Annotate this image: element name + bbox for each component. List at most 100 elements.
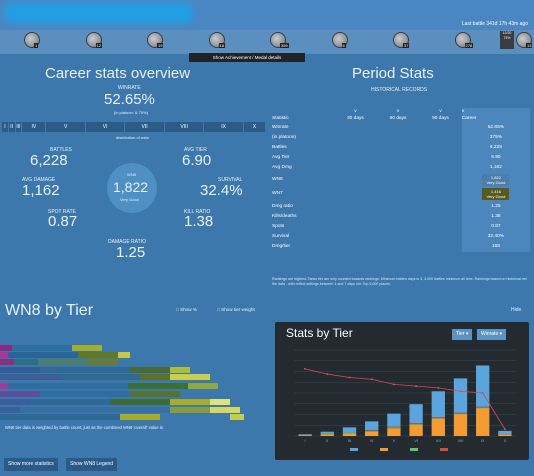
- metric-dropdown-label: Winrate: [481, 331, 499, 337]
- last-battle-text: Last battle 341d 17h 43m ago: [461, 21, 528, 27]
- hide-link[interactable]: Hide: [511, 307, 522, 313]
- x-tick-label: I: [305, 438, 306, 443]
- medal-progress-badge[interactable]: 12/20 73%: [500, 31, 514, 49]
- tier-cell-V[interactable]: V: [46, 122, 86, 132]
- x-tick-label: IX: [481, 438, 485, 443]
- tier-dropdown-label: Tier: [456, 331, 465, 337]
- tier-cell-IV[interactable]: IV: [22, 122, 47, 132]
- period-header-row: Statistic 30 days 60 days 90 days Career: [272, 115, 530, 122]
- bar-segment-series-1: [431, 418, 445, 436]
- period-row-career: 6,228: [461, 142, 530, 153]
- winrate-platoon: (in platoon: & 75%): [114, 110, 149, 115]
- tier-cell-VII[interactable]: VII: [125, 122, 165, 132]
- period-row: (in platoon) 375%: [272, 132, 530, 143]
- col-90days[interactable]: 90 days: [432, 116, 449, 121]
- wn8-tier-segment: [8, 383, 128, 389]
- show-wn8-legend-button[interactable]: Show WN8 Legend: [66, 458, 118, 471]
- survival-label: SURVIVAL: [218, 177, 243, 183]
- career-title: Career stats overview: [45, 65, 191, 82]
- wn8-tier-segment: [188, 383, 218, 389]
- damage-ratio-value: 1.25: [116, 244, 146, 261]
- x-tick-label: IV: [370, 438, 374, 443]
- wn8-tier-segment: [118, 352, 130, 358]
- period-row: Winrate 52.65%: [272, 122, 530, 133]
- tier-cell-X[interactable]: X: [244, 122, 266, 132]
- winrate-point: [459, 390, 462, 393]
- bar-segment-series-1: [342, 433, 357, 436]
- col-60days[interactable]: 60 days: [389, 116, 407, 121]
- period-row-label: WN7: [272, 191, 283, 197]
- tier-dropdown-button[interactable]: Tier ▾: [452, 329, 473, 340]
- tier-cell-VI[interactable]: VI: [86, 122, 126, 132]
- bar-segment-series-2: [476, 407, 490, 409]
- bar-segment-series-1: [320, 434, 334, 436]
- wn8-caption: WN8 tier data is weighted by battle coun…: [5, 425, 164, 430]
- col-statistic[interactable]: Statistic: [272, 116, 289, 121]
- period-subtitle: HISTORICAL RECORDS: [371, 87, 428, 93]
- wn8-label: WN8: [127, 172, 136, 177]
- legend-swatch: [380, 448, 388, 451]
- wn8-tier-segment: [0, 374, 60, 380]
- period-row-label: (in platoon): [272, 134, 296, 140]
- x-tick-label: II: [326, 438, 328, 443]
- bar-segment-series-0: [365, 421, 379, 430]
- wn8-tier-segment: [0, 414, 120, 420]
- wn8-tier-segment: [0, 391, 40, 397]
- col-30days[interactable]: 30 days: [347, 116, 364, 121]
- wn8-tier-segment: [12, 345, 72, 351]
- wn8-tier-segment: [0, 359, 14, 365]
- legend-swatch: [350, 448, 358, 451]
- tier-cell-III[interactable]: III: [16, 122, 23, 132]
- medal-strip[interactable]: 1 12 19 18 359 6 37 278 13 12/20 73%: [0, 30, 534, 54]
- wn8-tier-segment: [30, 399, 110, 405]
- stats-by-tier-chart: I II III IV V VI VII VIII IX X: [294, 349, 516, 451]
- period-row-label: Spots: [272, 223, 285, 229]
- period-row-career: 1,162: [461, 162, 530, 173]
- bar-segment-series-1: [409, 424, 423, 436]
- wn8-tier-segment: [170, 367, 190, 373]
- show-more-statistics-button[interactable]: Show more statistics: [4, 458, 58, 471]
- period-title: Period Stats: [352, 65, 434, 82]
- period-row-label: Kills/deaths: [272, 213, 297, 219]
- show-tier-weight-toggle[interactable]: □ Show tier weight: [217, 307, 255, 312]
- show-percent-label: Show %: [180, 307, 197, 312]
- period-row: Dmg ratio 1.25: [272, 200, 530, 212]
- medal-count: 6: [341, 43, 346, 48]
- period-row: Dmg/tier 168: [272, 241, 530, 252]
- wn8-tier-segment: [40, 391, 130, 397]
- period-row-career: 0.87: [461, 221, 530, 232]
- tier-cell-II[interactable]: II: [9, 122, 16, 132]
- metric-dropdown-button[interactable]: Winrate ▾: [477, 329, 507, 340]
- tier-cell-VIII[interactable]: VIII: [165, 122, 205, 132]
- avg-tier-label: AVG TIER: [184, 147, 207, 153]
- show-percent-toggle[interactable]: □ Show %: [176, 307, 197, 312]
- period-row: Kills/deaths 1.38: [272, 211, 530, 222]
- avg-damage-value: 1,162: [22, 182, 60, 199]
- medal-count: 13: [526, 43, 533, 48]
- medal-count: 359: [280, 43, 289, 48]
- damage-ratio-label: DAMAGE RATIO: [108, 239, 146, 245]
- bar-segment-series-1: [453, 414, 468, 436]
- winrate-point: [415, 385, 418, 388]
- bar-segment-series-0: [453, 378, 468, 413]
- bar-segment-series-2: [387, 427, 401, 429]
- wn8-tier-segment: [0, 383, 8, 389]
- period-row: WN8 1,822 Very Good: [272, 172, 530, 187]
- period-row-label: Dmg ratio: [272, 203, 293, 209]
- wn8-tier-segment: [210, 407, 240, 413]
- bar-segment-series-2: [409, 423, 423, 425]
- tier-cell-I[interactable]: I: [2, 122, 9, 132]
- bar-segment-series-0: [387, 413, 401, 427]
- wn8-tier-segment: [210, 399, 230, 405]
- bar-segment-series-0: [320, 431, 334, 434]
- winrate-value: 52.65%: [104, 91, 155, 108]
- wn8-tier-segment: [170, 374, 210, 380]
- tier-cell-IX[interactable]: IX: [204, 122, 244, 132]
- medal-count: 278: [464, 43, 474, 48]
- wn8-tier-segment: [170, 407, 210, 413]
- col-career[interactable]: Career: [461, 115, 530, 122]
- winrate-point: [481, 392, 484, 394]
- wn8-tier-segment: [120, 414, 160, 420]
